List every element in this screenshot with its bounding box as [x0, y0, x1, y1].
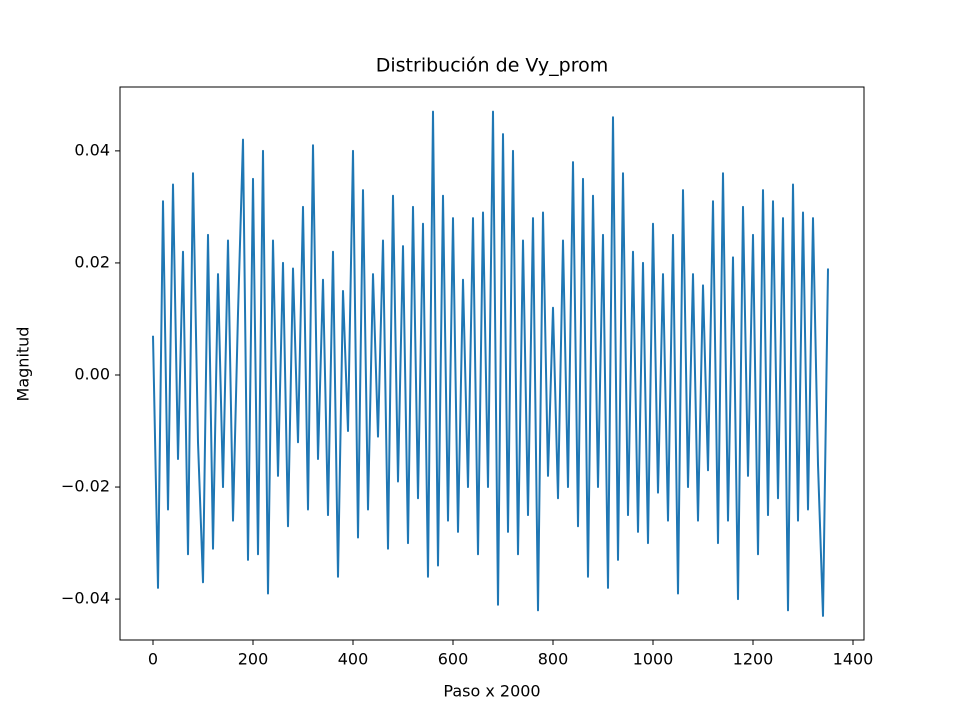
chart-title: Distribución de Vy_prom [376, 55, 609, 77]
y-axis-label: Magnitud [14, 327, 33, 402]
x-tick-label: 600 [438, 650, 469, 669]
x-tick-label: 1200 [733, 650, 774, 669]
x-tick-label: 1000 [633, 650, 674, 669]
x-axis-label: Paso x 2000 [443, 682, 540, 701]
x-tick-label: 200 [238, 650, 269, 669]
x-tick-label: 400 [338, 650, 369, 669]
y-tick-label: 0.04 [74, 140, 110, 159]
x-tick-label: 800 [538, 650, 569, 669]
data-line [152, 110, 829, 617]
y-tick-label: 0.02 [74, 252, 110, 271]
y-tick-label: −0.02 [61, 477, 110, 496]
y-tick-label: 0.00 [74, 364, 110, 383]
x-tick-label: 0 [148, 650, 158, 669]
x-tick-label: 1400 [833, 650, 874, 669]
plot-frame [119, 86, 865, 641]
y-tick-label: −0.04 [61, 589, 110, 608]
